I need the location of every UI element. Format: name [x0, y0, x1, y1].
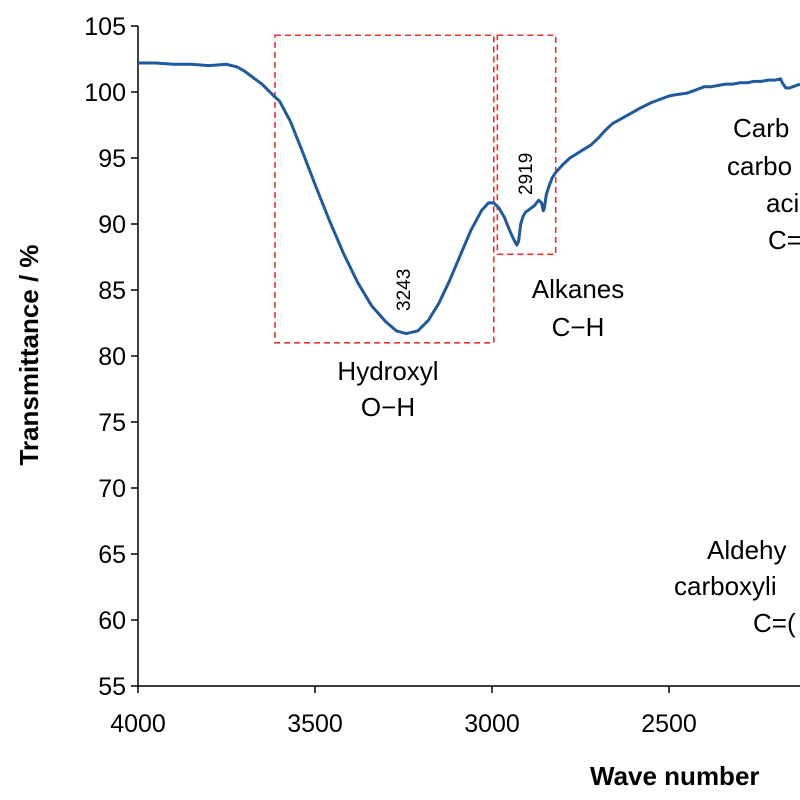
y-tick-label: 80: [98, 343, 126, 371]
alkanes-label: Alkanes: [532, 274, 625, 304]
y-tick-label: 55: [98, 673, 126, 701]
aldehyde-label-1: Aldehy: [707, 535, 787, 565]
hydroxyl-region-box: [274, 34, 495, 344]
carbonyl-label-2: carbo: [727, 151, 792, 181]
aldehyde-label-2: carboxyli: [674, 571, 777, 601]
x-axis-ticks: 4000 3500 3000 2500: [110, 686, 697, 738]
y-tick-label: 90: [98, 211, 126, 239]
y-tick-label: 70: [98, 475, 126, 503]
y-tick-label: 95: [98, 145, 126, 173]
alkanes-bond-label: C−H: [552, 312, 605, 342]
x-tick-label: 3500: [287, 710, 343, 738]
transmittance-line: [138, 61, 800, 336]
hydroxyl-bond-label: O−H: [361, 392, 415, 422]
y-tick-label: 85: [98, 277, 126, 305]
x-tick-label: 3000: [464, 710, 520, 738]
y-tick-label: 100: [84, 79, 126, 107]
y-tick-label: 105: [84, 13, 126, 41]
hydroxyl-label: Hydroxyl: [337, 356, 438, 386]
y-tick-label: 60: [98, 607, 126, 635]
carbonyl-label-1: Carb: [733, 113, 789, 143]
x-axis-title: Wave number: [590, 761, 760, 791]
peak-label-2919: 2919: [516, 153, 537, 195]
peak-label-3243: 3243: [394, 269, 415, 311]
y-tick-label: 65: [98, 541, 126, 569]
y-axis-title: Transmittance / %: [14, 244, 44, 465]
alkanes-region-box: [496, 34, 557, 256]
y-tick-label: 75: [98, 409, 126, 437]
x-tick-label: 4000: [110, 710, 166, 738]
x-tick-label: 2500: [641, 710, 697, 738]
region-boxes: [274, 34, 557, 344]
carbonyl-label-4: C=: [768, 225, 800, 255]
aldehyde-label-3: C=(: [753, 608, 796, 638]
y-axis-ticks: 55 60 65 70 75 80 85 90 95 100 105: [84, 13, 138, 701]
carbonyl-label-3: aci: [766, 188, 799, 218]
